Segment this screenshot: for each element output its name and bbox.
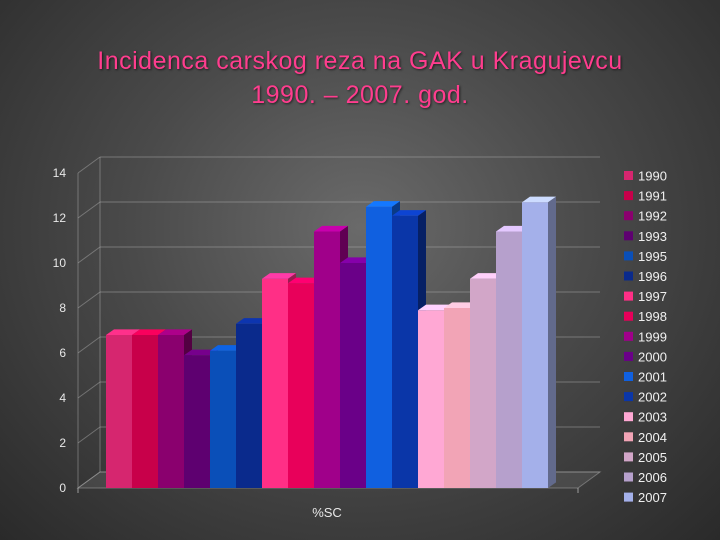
legend-entry-label: 1990 bbox=[638, 169, 667, 184]
legend-entry-label: 1995 bbox=[638, 249, 667, 264]
legend-entry-label: 1993 bbox=[638, 229, 667, 244]
bar bbox=[522, 196, 556, 488]
gridline-side bbox=[77, 426, 101, 444]
legend-swatch bbox=[624, 472, 633, 482]
legend-entry-label: 1991 bbox=[638, 189, 667, 204]
legend-swatch bbox=[624, 331, 633, 341]
legend-entry-label: 2006 bbox=[638, 470, 667, 485]
legend-entry-label: 2003 bbox=[638, 410, 667, 425]
gridline-side bbox=[77, 156, 101, 174]
legend-swatch bbox=[624, 392, 633, 402]
y-tick-label: 14 bbox=[53, 166, 67, 180]
title-line-2: 1990. – 2007. god. bbox=[251, 81, 469, 109]
legend-swatch bbox=[624, 432, 633, 442]
legend-swatch bbox=[624, 191, 633, 201]
y-tick-label: 10 bbox=[53, 256, 67, 270]
y-tick-label: 0 bbox=[59, 481, 66, 495]
legend-entry-label: 2000 bbox=[638, 349, 667, 364]
legend-entry-label: 1992 bbox=[638, 209, 667, 224]
title-line-1: Incidenca carskog reza na GAK u Kragujev… bbox=[97, 47, 623, 75]
legend-entry-label: 2004 bbox=[638, 430, 667, 445]
legend-entry-label: 2001 bbox=[638, 370, 667, 385]
legend-swatch bbox=[624, 251, 633, 261]
legend-swatch bbox=[624, 211, 633, 221]
legend-swatch bbox=[624, 271, 633, 281]
legend-entry-label: 2005 bbox=[638, 450, 667, 465]
legend-swatch bbox=[624, 351, 633, 361]
legend-swatch bbox=[624, 171, 633, 180]
x-category-label: %SC bbox=[312, 505, 342, 520]
y-tick-label: 2 bbox=[59, 436, 66, 450]
legend-swatch bbox=[624, 231, 633, 241]
legend-entry-label: 1998 bbox=[638, 309, 667, 324]
legend-swatch bbox=[624, 372, 633, 381]
legend-swatch bbox=[624, 291, 633, 301]
legend-entry-label: 1997 bbox=[638, 289, 667, 304]
chart-legend: 1990 1991 1992 1993 1995 1996 1997 1998 1999 2000… bbox=[624, 169, 667, 505]
gridline-side bbox=[77, 336, 101, 354]
legend-entry-label: 2002 bbox=[638, 390, 667, 405]
y-axis-ticks: 0 2 4 6 8 10 12 14 bbox=[53, 166, 67, 495]
y-tick-label: 6 bbox=[59, 346, 66, 360]
gridline-side bbox=[77, 246, 101, 264]
gridline-side bbox=[77, 201, 101, 219]
y-tick-label: 4 bbox=[59, 391, 66, 405]
legend-entry-label: 2007 bbox=[638, 490, 667, 505]
legend-swatch bbox=[624, 311, 633, 321]
legend-entry-label: 1996 bbox=[638, 269, 667, 284]
legend-swatch bbox=[624, 412, 633, 422]
legend-swatch bbox=[624, 492, 633, 502]
legend-swatch bbox=[624, 452, 633, 462]
chart-bars bbox=[106, 196, 556, 488]
legend-entry-label: 1999 bbox=[638, 329, 667, 344]
slide-title: Incidenca carskog reza na GAK u Kragujev… bbox=[0, 44, 720, 112]
y-tick-label: 12 bbox=[53, 211, 67, 225]
y-tick-label: 8 bbox=[59, 301, 66, 315]
x-axis-category: %SC bbox=[312, 505, 342, 520]
gridline-side bbox=[77, 291, 101, 309]
gridline-side bbox=[77, 381, 101, 399]
